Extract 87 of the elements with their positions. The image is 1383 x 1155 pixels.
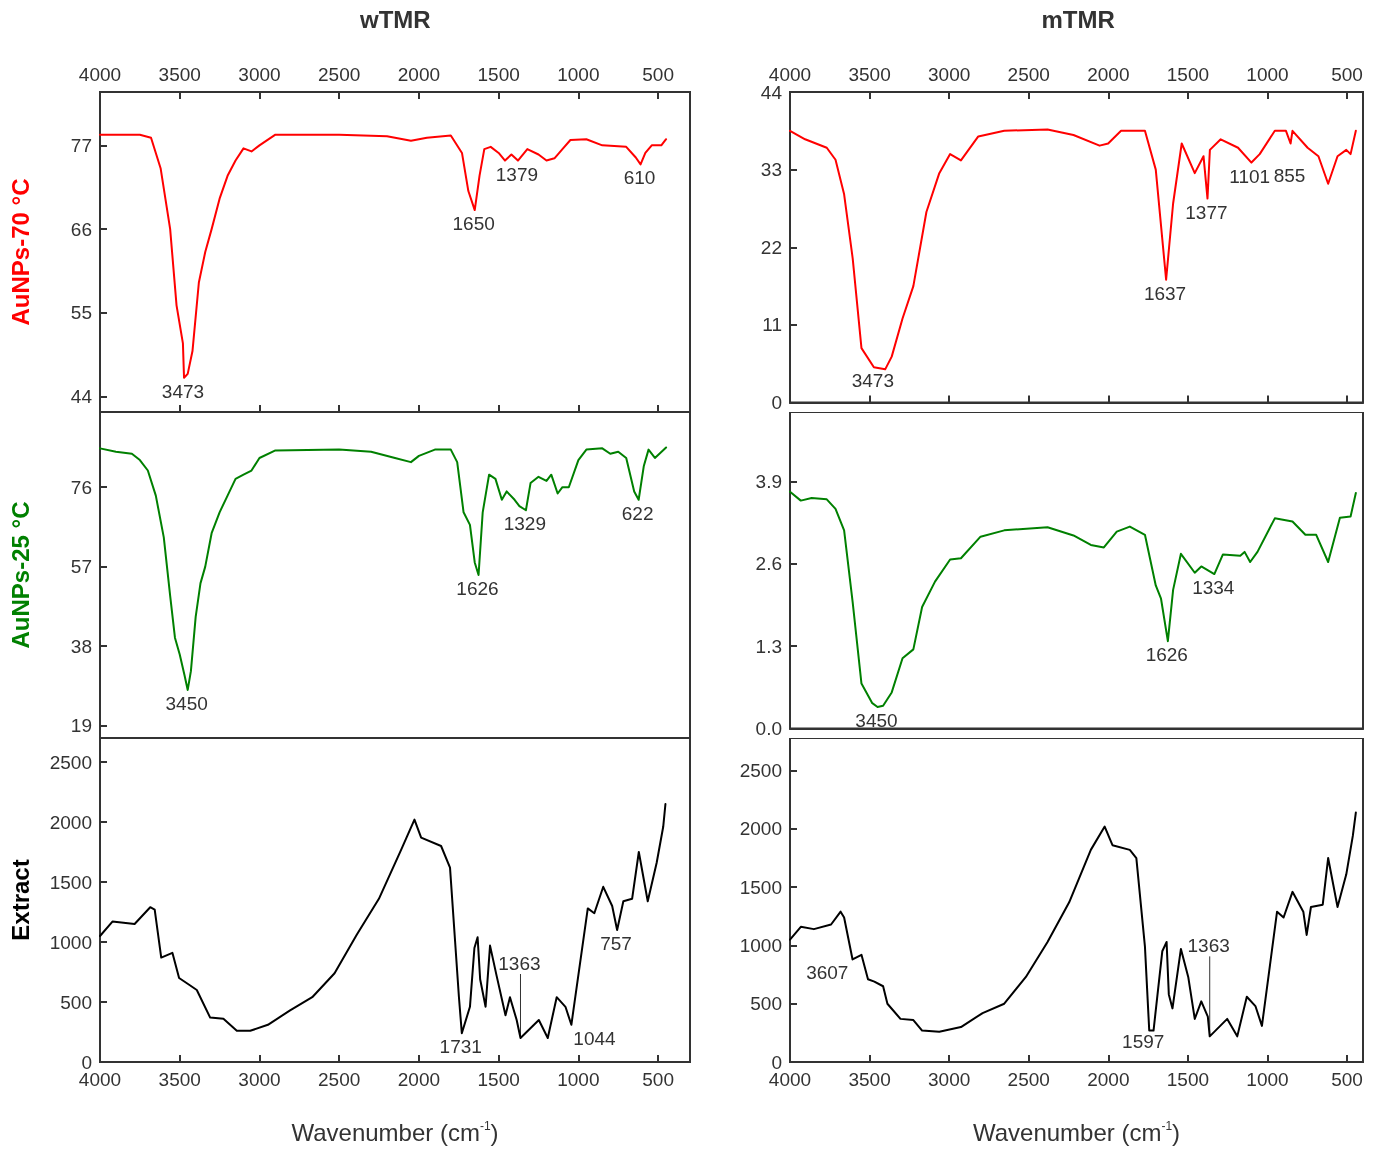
x2-tick-label: 3000 <box>238 64 281 85</box>
line-series <box>99 133 668 379</box>
y-tick-label: 19 <box>70 714 92 736</box>
x2-tick-label: 500 <box>642 64 674 85</box>
x2-tick-label: 3500 <box>848 64 891 85</box>
x-tick-label: 1000 <box>557 1069 600 1090</box>
annotation: 622 <box>621 502 654 524</box>
y-tick-label: 77 <box>70 134 92 156</box>
x2-tick-label: 2000 <box>397 64 441 85</box>
y-tick-label: 2.6 <box>755 553 782 575</box>
x2-tick-label: 2500 <box>318 64 361 85</box>
y-tick-label: 57 <box>70 556 92 578</box>
annotation: 1363 <box>1187 935 1230 957</box>
x-tick-label: 1000 <box>1246 1069 1289 1090</box>
y-tick-label: 500 <box>750 993 782 1015</box>
y-tick-label: 2000 <box>49 811 92 833</box>
y-tick-label: 38 <box>70 635 92 657</box>
y-tick-label: 500 <box>60 991 92 1013</box>
x-tick-label: 1500 <box>1166 1069 1210 1090</box>
y-tick-label: 76 <box>70 476 92 498</box>
y-tick-label: 2500 <box>49 751 92 773</box>
chart-title: wTMR <box>359 5 431 33</box>
annotation: 1044 <box>573 1027 617 1049</box>
annotation: 3450 <box>855 709 898 731</box>
annotation: 1597 <box>1122 1031 1165 1053</box>
y-axis-title: Extract <box>6 859 34 941</box>
annotation: 1101 <box>1229 165 1271 187</box>
y-tick-label: 1000 <box>739 934 782 956</box>
x-tick-label: 3000 <box>928 1069 971 1090</box>
y-tick-label: 1500 <box>739 876 782 898</box>
annotation: 855 <box>1273 164 1306 186</box>
x-tick-label: 500 <box>642 1069 674 1090</box>
annotation: 610 <box>623 167 656 189</box>
y-tick-label: 22 <box>760 236 782 258</box>
x-tick-label: 1500 <box>477 1069 520 1090</box>
x-tick-label: 2500 <box>318 1069 361 1090</box>
annotation: 3473 <box>851 370 894 392</box>
x-tick-label: 3000 <box>238 1069 281 1090</box>
line-series <box>789 128 1357 371</box>
annotation: 1329 <box>503 513 546 535</box>
x-tick-label: 3500 <box>848 1069 891 1090</box>
y-tick-label: 33 <box>760 159 782 181</box>
x2-tick-label: 4000 <box>78 64 122 85</box>
y-tick-label: 44 <box>70 386 93 408</box>
annotation: 1637 <box>1143 282 1187 304</box>
x2-tick-label: 3500 <box>158 64 201 85</box>
y-tick-label: 3.9 <box>755 471 782 493</box>
x2-tick-label: 2500 <box>1007 64 1050 85</box>
annotation: 1363 <box>498 953 541 974</box>
chart-title: mTMR <box>1041 5 1115 33</box>
y-tick-label: 1500 <box>49 871 92 893</box>
y-axis-title: AuNPs-25 °C <box>6 501 34 649</box>
y-tick-label: 2500 <box>739 760 782 782</box>
annotation: 3607 <box>806 962 849 984</box>
y-tick-label: 1.3 <box>755 635 782 657</box>
annotation: 1626 <box>1145 644 1188 666</box>
annotation: 1650 <box>452 213 495 235</box>
annotation: 1626 <box>456 578 499 599</box>
x2-tick-label: 500 <box>1331 64 1363 85</box>
y-tick-label: 2000 <box>739 818 782 840</box>
y-tick-label: 0.0 <box>755 718 782 739</box>
annotation: 3473 <box>161 380 205 402</box>
x-tick-label: 2000 <box>1087 1069 1130 1090</box>
y-tick-label: 66 <box>70 218 92 240</box>
annotation: 3450 <box>165 692 208 714</box>
x-tick-label: 2500 <box>1007 1069 1050 1090</box>
x2-tick-label: 2000 <box>1087 64 1130 85</box>
y-axis-title: AuNPs-70 °C <box>6 178 34 326</box>
x2-tick-label: 1000 <box>557 64 600 85</box>
annotation: 1379 <box>495 163 539 185</box>
line-series <box>99 446 668 691</box>
y-tick-label: 0 <box>771 392 782 413</box>
y-tick-label: 11 <box>762 314 782 336</box>
x2-tick-label: 1000 <box>1246 64 1289 85</box>
x2-tick-label: 1500 <box>1166 64 1210 85</box>
x-tick-label: 3500 <box>158 1069 201 1090</box>
x2-tick-label: 3000 <box>928 64 971 85</box>
y-tick-label: 1000 <box>49 931 92 953</box>
annotation: 1731 <box>439 1036 482 1058</box>
annotation: 1377 <box>1185 201 1228 223</box>
x2-tick-label: 1500 <box>477 64 520 85</box>
annotation: 1334 <box>1192 577 1235 599</box>
x-tick-label: 500 <box>1331 1069 1363 1090</box>
line-series <box>789 490 1357 708</box>
annotation: 757 <box>600 933 632 954</box>
y-tick-label: 55 <box>70 302 92 324</box>
x-tick-label: 2000 <box>397 1069 441 1090</box>
